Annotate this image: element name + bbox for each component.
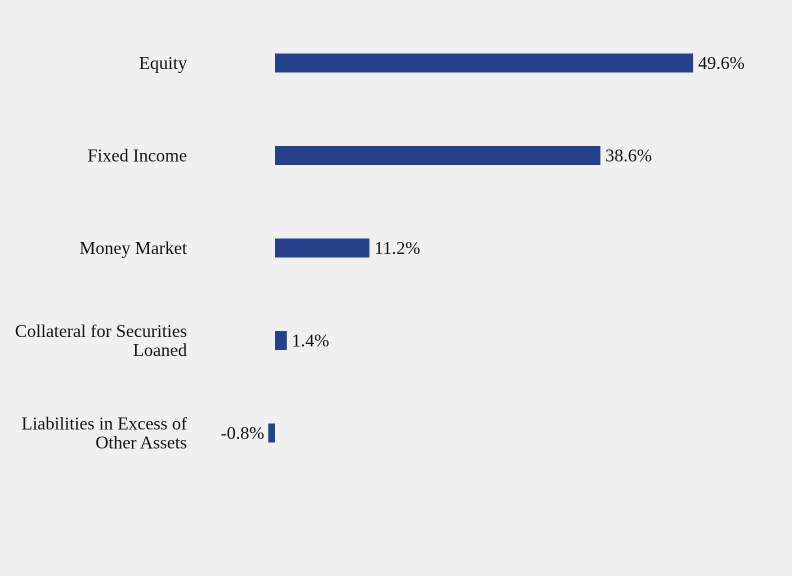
data-label: 11.2% — [374, 238, 420, 258]
category-label: Money Market — [80, 238, 187, 258]
bar — [275, 238, 370, 258]
data-label: 49.6% — [698, 53, 745, 73]
category-label: Collateral for Securities Loaned — [15, 321, 187, 360]
category-label: Liabilities in Excess of Other Assets — [22, 414, 187, 453]
bar — [268, 423, 275, 443]
category-label: Equity — [139, 53, 187, 73]
data-label: -0.8% — [221, 423, 265, 443]
bar — [275, 53, 694, 73]
plot-area: 49.6% Equity 38.6% Fixed Income 11.2% Money M… — [15, 53, 745, 453]
bar — [275, 146, 601, 165]
category-label: Fixed Income — [88, 146, 187, 166]
data-label: 38.6% — [605, 146, 652, 166]
data-label: 1.4% — [292, 331, 330, 351]
bar — [275, 331, 287, 350]
